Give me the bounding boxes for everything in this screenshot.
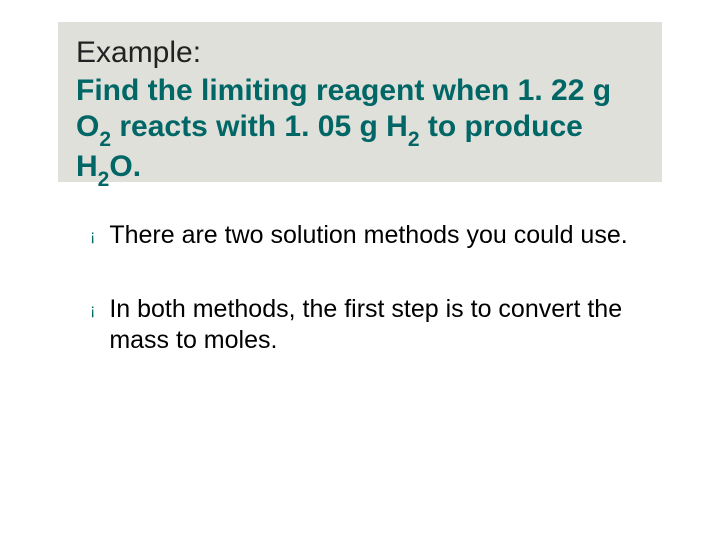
title-heading: Find the limiting reagent when 1. 22 g O…	[76, 73, 644, 189]
bullet-marker-icon: ¡	[90, 296, 95, 326]
list-item: ¡ In both methods, the first step is to …	[90, 294, 660, 355]
body-area: ¡ There are two solution methods you cou…	[90, 220, 660, 397]
bullet-marker-icon: ¡	[90, 222, 95, 252]
bullet-text: There are two solution methods you could…	[109, 220, 627, 251]
heading-sub-3: 2	[98, 168, 110, 191]
bullet-text: In both methods, the first step is to co…	[109, 294, 660, 355]
list-item: ¡ There are two solution methods you cou…	[90, 220, 660, 252]
title-box: Example: Find the limiting reagent when …	[58, 22, 662, 182]
heading-sub-1: 2	[99, 128, 111, 151]
heading-part-2: reacts with 1. 05 g H	[111, 110, 408, 143]
slide: Example: Find the limiting reagent when …	[0, 0, 720, 540]
heading-part-4: O.	[109, 150, 141, 183]
title-label: Example:	[76, 36, 644, 71]
heading-sub-2: 2	[408, 128, 420, 151]
